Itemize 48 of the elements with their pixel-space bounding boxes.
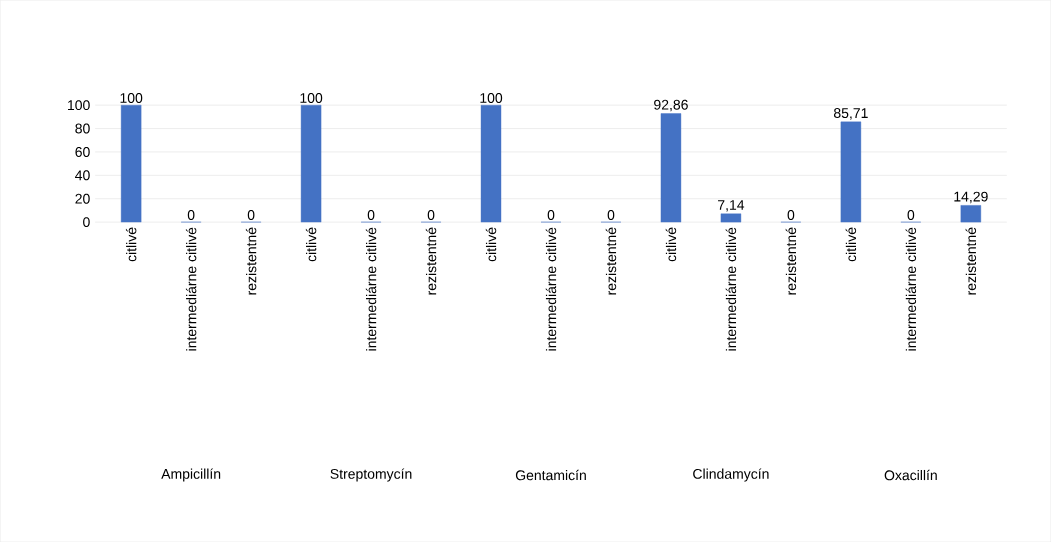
data-label: 100 xyxy=(480,92,503,103)
data-label: 0 xyxy=(367,209,375,220)
text: Clindamycín xyxy=(693,468,769,482)
data-label: 0 xyxy=(787,209,795,220)
bar xyxy=(480,104,502,223)
data-label: 0 xyxy=(247,209,255,220)
y-tick-label: 20 xyxy=(75,193,90,204)
data-label: 92,86 xyxy=(654,99,688,112)
x-tick-label: intermediárne citlivé xyxy=(725,227,737,351)
bar xyxy=(660,113,682,223)
x-tick-label: citlivé xyxy=(485,227,497,262)
bar xyxy=(960,205,982,223)
data-label: 0 xyxy=(187,209,195,220)
x-tick-label: rezistentné xyxy=(245,227,257,295)
x-tick-label: citlivé xyxy=(125,227,137,262)
y-tick-label: 0 xyxy=(83,217,90,227)
data-label: 85,71 xyxy=(833,108,868,120)
data-label: 0 xyxy=(427,209,435,220)
bar xyxy=(120,104,142,223)
x-tick-label: intermediárne citlivé xyxy=(185,227,197,351)
data-label: 14,29 xyxy=(954,191,988,204)
text: Ampicillín xyxy=(161,468,221,482)
data-label: 0 xyxy=(907,209,915,220)
text: Streptomycín xyxy=(330,468,412,482)
bar xyxy=(300,104,322,223)
x-tick-label: rezistentné xyxy=(785,227,797,295)
data-label: 0 xyxy=(547,209,555,220)
bar xyxy=(840,121,862,223)
x-tick-label: citlivé xyxy=(845,227,857,262)
x-tick-label: intermediárne citlivé xyxy=(905,227,917,351)
x-tick-label: citlivé xyxy=(665,227,677,262)
text: Oxacillín xyxy=(884,469,937,481)
x-tick-label: rezistentné xyxy=(425,227,437,295)
data-label: 0 xyxy=(607,209,615,220)
data-label: 7,14 xyxy=(718,200,745,212)
data-label: 100 xyxy=(120,92,143,103)
x-tick-label: rezistentné xyxy=(965,227,977,295)
x-tick-label: intermediárne citlivé xyxy=(545,227,557,351)
y-tick-label: 80 xyxy=(75,123,90,134)
y-tick-label: 60 xyxy=(75,146,90,157)
data-label: 100 xyxy=(300,92,323,103)
x-tick-label: rezistentné xyxy=(605,227,617,295)
x-tick-label: intermediárne citlivé xyxy=(365,227,377,351)
y-tick-label: 40 xyxy=(75,170,90,181)
y-tick-label: 100 xyxy=(68,100,90,111)
bar xyxy=(720,213,742,223)
x-tick-label: citlivé xyxy=(305,227,317,262)
text: Gentamicín xyxy=(515,469,586,481)
